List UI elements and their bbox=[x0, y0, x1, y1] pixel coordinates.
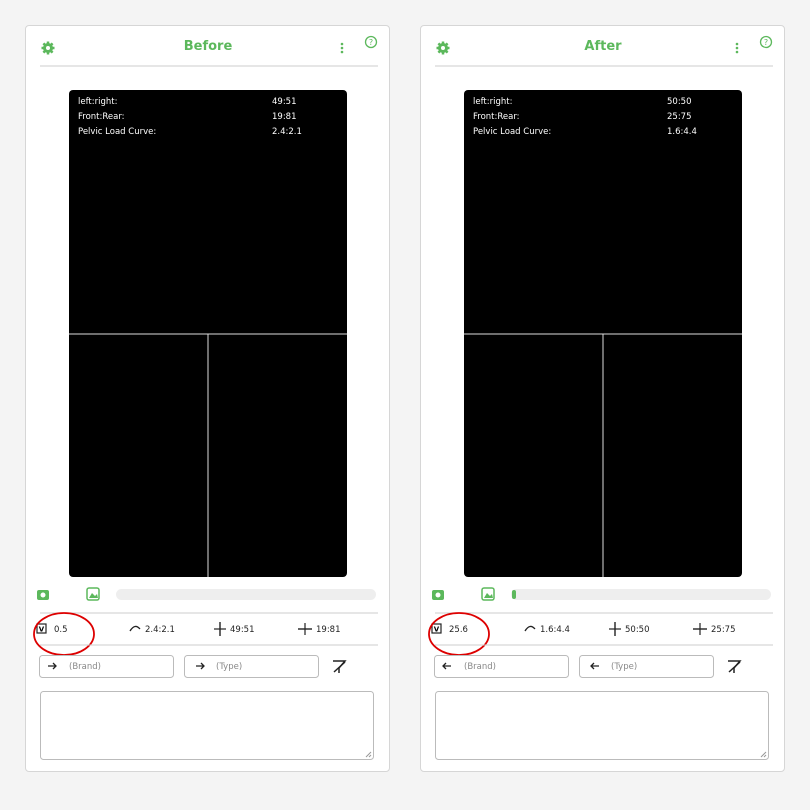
camera-icon[interactable] bbox=[37, 590, 49, 600]
settings-icon[interactable] bbox=[41, 41, 55, 55]
panel-title: Before bbox=[184, 39, 233, 54]
overlay-value: 49:51 bbox=[272, 97, 297, 107]
menu-icon[interactable] bbox=[340, 42, 344, 54]
pressure-map: left:right: 50:50 Front:Rear: 25:75 Pelv… bbox=[464, 90, 742, 577]
svg-text:?: ? bbox=[764, 38, 768, 47]
overlay-value: 50:50 bbox=[667, 97, 692, 107]
overlay-value: 19:81 bbox=[272, 112, 297, 122]
overlay-label: Front:Rear: bbox=[473, 112, 520, 122]
panel: After ? left:right: 50:50 Front:Rear: 25… bbox=[420, 25, 785, 772]
panel: Before ? left:right: 49:51 Front:Rear: 1… bbox=[25, 25, 390, 772]
panel-title: After bbox=[584, 39, 622, 54]
front-rear-stat: 25:75 bbox=[693, 623, 736, 635]
progress-bar bbox=[116, 589, 376, 600]
image-icon[interactable] bbox=[481, 587, 495, 601]
progress-fill bbox=[512, 590, 516, 599]
notes-textarea[interactable] bbox=[40, 691, 374, 760]
image-icon[interactable] bbox=[86, 587, 100, 601]
type-placeholder: (Type) bbox=[611, 662, 637, 672]
menu-icon[interactable] bbox=[735, 42, 739, 54]
clear-filter-icon[interactable] bbox=[333, 660, 347, 673]
left-right-value: 50:50 bbox=[625, 625, 650, 635]
brand-placeholder: (Brand) bbox=[464, 662, 496, 672]
overlay-label: left:right: bbox=[78, 97, 117, 107]
brand-input[interactable]: (Brand) bbox=[434, 655, 569, 678]
curve-value: 2.4:2.1 bbox=[145, 625, 175, 635]
tilt-stat: V 25.6 bbox=[431, 623, 468, 635]
help-icon[interactable]: ? bbox=[364, 35, 378, 49]
overlay-label: Pelvic Load Curve: bbox=[78, 127, 156, 137]
type-placeholder: (Type) bbox=[216, 662, 242, 672]
camera-icon[interactable] bbox=[432, 590, 444, 600]
notes-textarea[interactable] bbox=[435, 691, 769, 760]
overlay-value: 1.6:4.4 bbox=[667, 127, 697, 137]
tilt-value: 25.6 bbox=[449, 625, 468, 635]
front-rear-value: 25:75 bbox=[711, 625, 736, 635]
overlay-label: Pelvic Load Curve: bbox=[473, 127, 551, 137]
curve-stat: 2.4:2.1 bbox=[129, 625, 175, 635]
type-input[interactable]: (Type) bbox=[579, 655, 714, 678]
brand-input[interactable]: (Brand) bbox=[39, 655, 174, 678]
settings-icon[interactable] bbox=[436, 41, 450, 55]
pressure-map: left:right: 49:51 Front:Rear: 19:81 Pelv… bbox=[69, 90, 347, 577]
overlay-value: 2.4:2.1 bbox=[272, 127, 302, 137]
progress-bar bbox=[511, 589, 771, 600]
overlay-value: 25:75 bbox=[667, 112, 692, 122]
svg-text:V: V bbox=[39, 626, 45, 634]
left-right-stat: 49:51 bbox=[214, 622, 255, 636]
svg-text:?: ? bbox=[369, 38, 373, 47]
overlay-label: left:right: bbox=[473, 97, 512, 107]
panel-canvas: Before ? left:right: 49:51 Front:Rear: 1… bbox=[33, 35, 378, 760]
clear-filter-icon[interactable] bbox=[728, 660, 742, 673]
tilt-stat: V 0.5 bbox=[36, 623, 68, 635]
tilt-value: 0.5 bbox=[54, 625, 68, 635]
left-right-value: 49:51 bbox=[230, 625, 255, 635]
front-rear-value: 19:81 bbox=[316, 625, 341, 635]
left-right-stat: 50:50 bbox=[609, 622, 650, 636]
front-rear-stat: 19:81 bbox=[298, 623, 341, 635]
type-input[interactable]: (Type) bbox=[184, 655, 319, 678]
curve-value: 1.6:4.4 bbox=[540, 625, 570, 635]
svg-text:V: V bbox=[434, 626, 440, 634]
brand-placeholder: (Brand) bbox=[69, 662, 101, 672]
help-icon[interactable]: ? bbox=[759, 35, 773, 49]
panel-canvas: After ? left:right: 50:50 Front:Rear: 25… bbox=[428, 35, 773, 760]
overlay-label: Front:Rear: bbox=[78, 112, 125, 122]
curve-stat: 1.6:4.4 bbox=[524, 625, 570, 635]
